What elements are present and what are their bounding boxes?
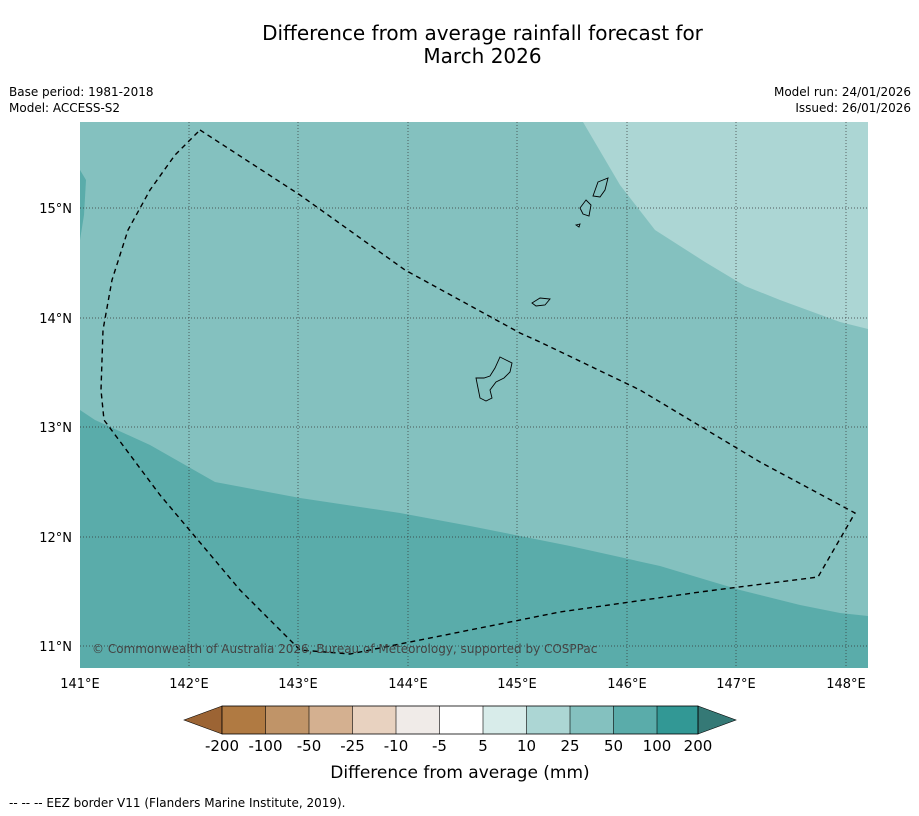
colorbar-tick: 50 — [604, 737, 623, 755]
lon-tick: 144°E — [388, 677, 428, 692]
colorbar-tick: -25 — [340, 737, 365, 755]
colorbar-tick: -200 — [205, 737, 239, 755]
title-line-1: Difference from average rainfall forecas… — [262, 21, 703, 45]
region-10-25 — [583, 122, 868, 329]
meta-left: Base period: 1981-2018 Model: ACCESS-S2 — [9, 84, 154, 116]
colorbar: -200 -100 -50 -25 -10 -5 5 10 25 50 100 … — [183, 705, 737, 783]
model-run: Model run: 24/01/2026 — [773, 85, 911, 99]
colorbar-tick: -100 — [248, 737, 282, 755]
colorbar-tick: 5 — [478, 737, 488, 755]
colorbar-extend-high — [697, 705, 737, 735]
lat-tick: 12°N — [39, 531, 72, 546]
lon-tick: 147°E — [716, 677, 756, 692]
model-name: Model: ACCESS-S2 — [9, 101, 121, 115]
title-line-2: March 2026 — [423, 44, 542, 68]
colorbar-tick: -5 — [432, 737, 447, 755]
colorbar-tick: 100 — [643, 737, 672, 755]
lat-tick: 11°N — [39, 640, 72, 655]
islands — [475, 177, 609, 402]
colorbar-extend-low — [183, 705, 223, 735]
map-title: Difference from average rainfall forecas… — [0, 22, 919, 68]
eez-footnote: -- -- -- EEZ border V11 (Flanders Marine… — [9, 796, 346, 810]
colorbar-tick-labels: -200 -100 -50 -25 -10 -5 5 10 25 50 100 … — [205, 737, 712, 755]
colorbar-label: Difference from average (mm) — [330, 763, 589, 783]
island-rota — [531, 297, 551, 307]
lat-tick: 15°N — [39, 202, 72, 217]
base-period: Base period: 1981-2018 — [9, 85, 154, 99]
lat-axis-ticks: 11°N 12°N 13°N 14°N 15°N — [39, 202, 72, 655]
colorbar-swatch — [526, 706, 570, 734]
colorbar-swatch — [483, 706, 527, 734]
lon-tick: 146°E — [607, 677, 647, 692]
island-tinian — [579, 199, 592, 217]
island-aguijan — [574, 223, 581, 228]
colorbar-swatch — [439, 706, 483, 734]
colorbar-swatch — [352, 706, 396, 734]
issued-date: Issued: 26/01/2026 — [795, 101, 911, 115]
colorbar-tick: -10 — [384, 737, 409, 755]
colorbar-swatch — [570, 706, 614, 734]
colorbar-dividers — [265, 706, 658, 734]
copyright-text: © Commonwealth of Australia 2026, Bureau… — [92, 642, 597, 656]
eez-border — [100, 129, 856, 655]
colorbar-tick: 200 — [684, 737, 713, 755]
colorbar-tick: -50 — [297, 737, 322, 755]
region-50-100 — [80, 410, 868, 668]
island-guam — [475, 356, 513, 402]
lon-tick: 148°E — [826, 677, 866, 692]
colorbar-swatch — [657, 706, 698, 734]
colorbar-swatch — [222, 706, 266, 734]
lon-tick: 145°E — [497, 677, 537, 692]
colorbar-tick: 25 — [560, 737, 579, 755]
gridlines — [80, 122, 868, 668]
map-area — [80, 122, 868, 668]
lat-tick: 14°N — [39, 312, 72, 327]
lon-axis-ticks: 141°E 142°E 143°E 144°E 145°E 146°E 147°… — [60, 677, 866, 692]
colorbar-tick: 10 — [517, 737, 536, 755]
lat-tick: 13°N — [39, 421, 72, 436]
colorbar-swatch — [309, 706, 353, 734]
lon-tick: 141°E — [60, 677, 100, 692]
meta-right: Model run: 24/01/2026 Issued: 26/01/2026 — [774, 84, 911, 116]
colorbar-swatch — [613, 706, 657, 734]
region-50-100-edge — [80, 170, 86, 240]
island-saipan — [592, 177, 609, 198]
colorbar-swatch — [265, 706, 309, 734]
lon-tick: 143°E — [278, 677, 318, 692]
lon-tick: 142°E — [169, 677, 209, 692]
colorbar-swatch — [396, 706, 440, 734]
colorbar-outline — [221, 705, 699, 735]
